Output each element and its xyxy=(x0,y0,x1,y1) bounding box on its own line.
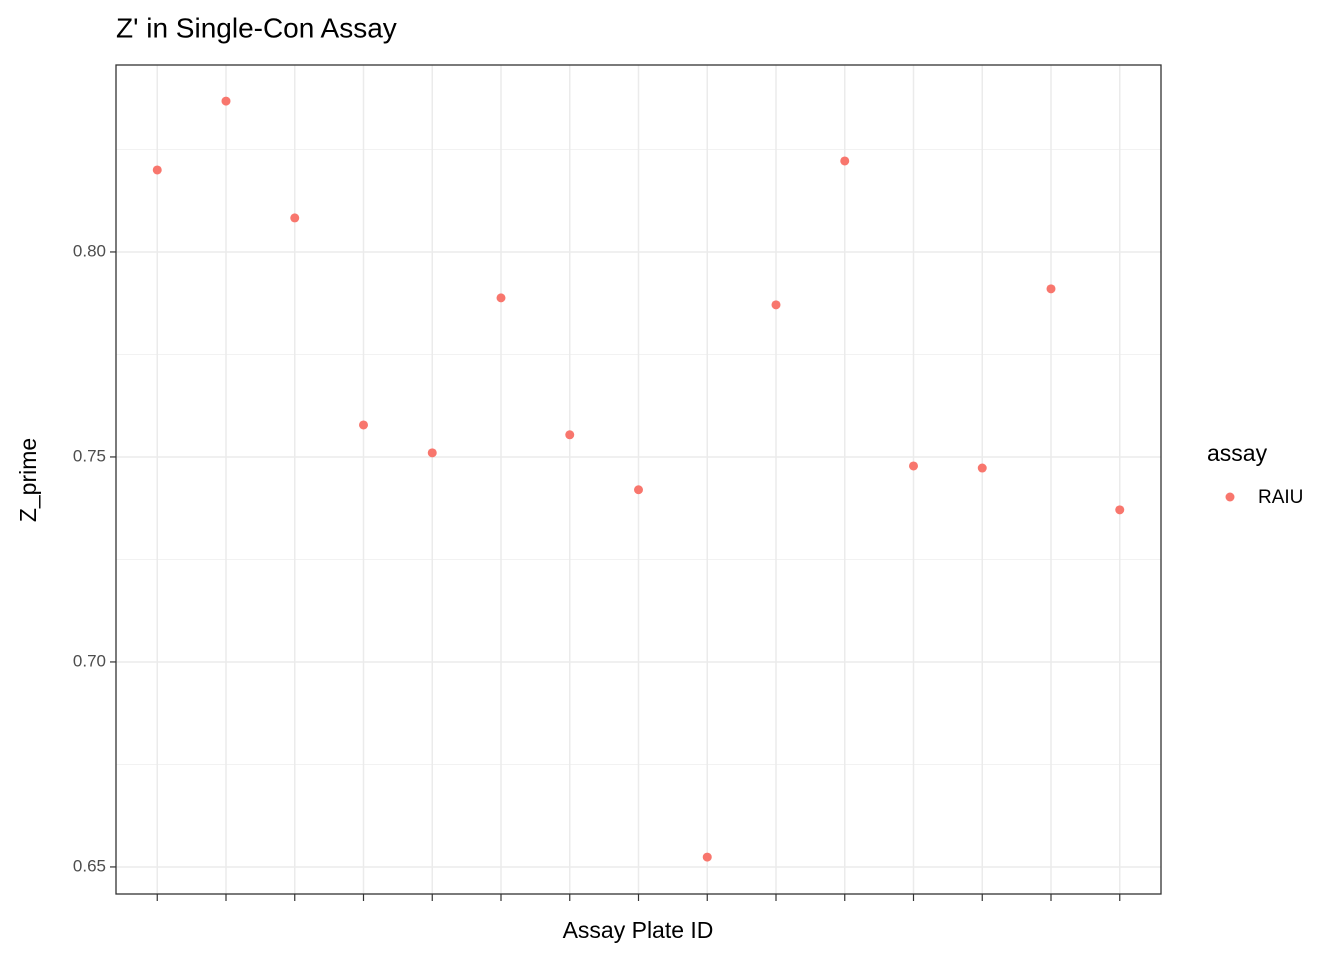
y-tick-label: 0.70 xyxy=(73,651,106,670)
point xyxy=(290,213,300,223)
y-tick-label: 0.80 xyxy=(73,241,106,260)
y-tick-label: 0.75 xyxy=(73,446,106,465)
plot-border xyxy=(115,64,1162,895)
point xyxy=(221,96,231,106)
y-tick-label: 0.65 xyxy=(73,856,106,875)
chart-title: Z' in Single-Con Assay xyxy=(116,12,397,43)
legend-title: assay xyxy=(1207,440,1268,466)
point xyxy=(702,852,712,862)
legend-label: RAIU xyxy=(1258,487,1303,508)
point xyxy=(1115,505,1125,515)
x-axis-label: Assay Plate ID xyxy=(563,917,714,943)
point xyxy=(427,448,437,458)
point xyxy=(359,420,368,430)
legend-marker xyxy=(1225,492,1235,502)
point xyxy=(771,300,781,310)
point xyxy=(634,485,643,495)
point xyxy=(909,461,918,471)
point xyxy=(496,293,506,303)
point xyxy=(977,463,987,473)
point xyxy=(840,156,850,166)
point xyxy=(1046,284,1056,294)
point xyxy=(152,165,162,175)
point xyxy=(565,430,575,440)
y-axis-label: Z_prime xyxy=(15,438,41,522)
